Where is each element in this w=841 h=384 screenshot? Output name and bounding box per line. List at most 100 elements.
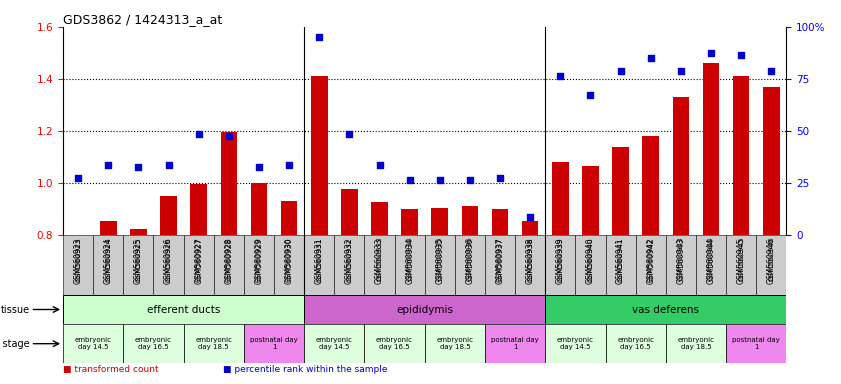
FancyBboxPatch shape [274, 235, 304, 295]
FancyBboxPatch shape [425, 235, 455, 295]
FancyBboxPatch shape [304, 324, 364, 363]
Text: development stage: development stage [0, 339, 29, 349]
FancyBboxPatch shape [364, 235, 394, 295]
Text: GSM560930: GSM560930 [284, 238, 294, 285]
Text: GSM560926: GSM560926 [164, 238, 173, 285]
Bar [220, 132, 237, 235]
Text: GSM560932: GSM560932 [346, 237, 352, 281]
Text: embryonic
day 18.5: embryonic day 18.5 [195, 337, 232, 350]
FancyBboxPatch shape [666, 235, 696, 295]
Bar [401, 209, 418, 235]
Text: GSM560924: GSM560924 [105, 237, 111, 281]
Point [192, 131, 205, 137]
Text: GSM560928: GSM560928 [226, 237, 232, 282]
Text: postnatal day
1: postnatal day 1 [250, 337, 298, 350]
Text: GSM560940: GSM560940 [586, 238, 595, 285]
Point [161, 162, 175, 168]
Text: GSM560927: GSM560927 [196, 237, 202, 282]
Text: GSM560936: GSM560936 [467, 237, 473, 281]
FancyBboxPatch shape [696, 235, 726, 295]
Bar [311, 76, 327, 235]
Text: GSM560944: GSM560944 [706, 238, 716, 285]
Text: embryonic
day 14.5: embryonic day 14.5 [557, 337, 594, 350]
Point [71, 175, 85, 181]
Text: GSM560924: GSM560924 [103, 238, 113, 285]
Text: GSM560934: GSM560934 [405, 238, 414, 285]
FancyBboxPatch shape [304, 295, 545, 324]
Text: GSM560930: GSM560930 [286, 237, 292, 281]
Point [704, 50, 717, 56]
FancyBboxPatch shape [636, 235, 666, 295]
FancyBboxPatch shape [93, 235, 124, 295]
Text: GSM560932: GSM560932 [345, 238, 354, 285]
Point [252, 164, 266, 170]
FancyBboxPatch shape [606, 324, 666, 363]
FancyBboxPatch shape [545, 235, 575, 295]
FancyBboxPatch shape [726, 235, 756, 295]
FancyBboxPatch shape [183, 324, 244, 363]
Point [584, 91, 597, 98]
Text: GSM560939: GSM560939 [556, 238, 565, 285]
Bar [371, 202, 388, 235]
Text: tissue: tissue [1, 305, 29, 314]
Bar [130, 228, 146, 235]
FancyBboxPatch shape [545, 324, 606, 363]
Point [102, 162, 115, 168]
Text: GSM560933: GSM560933 [377, 237, 383, 281]
FancyBboxPatch shape [394, 235, 425, 295]
Text: GSM560943: GSM560943 [678, 237, 684, 281]
FancyBboxPatch shape [124, 324, 183, 363]
FancyBboxPatch shape [244, 324, 304, 363]
Text: embryonic
day 16.5: embryonic day 16.5 [376, 337, 413, 350]
Text: GSM560935: GSM560935 [436, 237, 442, 281]
Text: GSM560923: GSM560923 [74, 238, 82, 285]
Text: GSM560927: GSM560927 [194, 238, 204, 285]
Bar [643, 136, 659, 235]
FancyBboxPatch shape [153, 235, 183, 295]
FancyBboxPatch shape [515, 235, 545, 295]
Point [764, 68, 778, 74]
FancyBboxPatch shape [666, 324, 726, 363]
Text: GSM560938: GSM560938 [526, 238, 535, 285]
Text: GSM560941: GSM560941 [616, 238, 625, 285]
FancyBboxPatch shape [425, 324, 485, 363]
Text: GSM560944: GSM560944 [708, 237, 714, 281]
Point [373, 162, 386, 168]
Text: ■ transformed count: ■ transformed count [63, 365, 159, 374]
Text: embryonic
day 16.5: embryonic day 16.5 [135, 337, 172, 350]
Text: GSM560934: GSM560934 [407, 237, 413, 281]
FancyBboxPatch shape [455, 235, 485, 295]
FancyBboxPatch shape [756, 235, 786, 295]
Text: postnatal day
1: postnatal day 1 [491, 337, 539, 350]
Bar [341, 189, 357, 235]
Bar [582, 166, 599, 235]
Bar [462, 206, 479, 235]
Bar [281, 201, 298, 235]
Text: GSM560940: GSM560940 [588, 237, 594, 281]
FancyBboxPatch shape [63, 324, 124, 363]
FancyBboxPatch shape [606, 235, 636, 295]
Point [283, 162, 296, 168]
Point [644, 55, 658, 61]
Text: ■ percentile rank within the sample: ■ percentile rank within the sample [223, 365, 388, 374]
Text: vas deferens: vas deferens [632, 305, 700, 314]
Text: GSM560937: GSM560937 [497, 237, 503, 281]
Bar [763, 87, 780, 235]
Text: GSM560929: GSM560929 [255, 238, 263, 285]
FancyBboxPatch shape [183, 235, 214, 295]
Point [494, 175, 507, 181]
FancyBboxPatch shape [334, 235, 364, 295]
FancyBboxPatch shape [124, 235, 153, 295]
FancyBboxPatch shape [214, 235, 244, 295]
FancyBboxPatch shape [63, 295, 304, 324]
Point [342, 131, 356, 137]
Point [313, 34, 326, 40]
Text: epididymis: epididymis [396, 305, 453, 314]
Bar [733, 76, 749, 235]
FancyBboxPatch shape [304, 235, 334, 295]
Text: GDS3862 / 1424313_a_at: GDS3862 / 1424313_a_at [63, 13, 222, 26]
Text: GSM560936: GSM560936 [465, 238, 474, 285]
FancyBboxPatch shape [485, 324, 545, 363]
Bar [492, 209, 508, 235]
Text: GSM560929: GSM560929 [256, 237, 262, 282]
